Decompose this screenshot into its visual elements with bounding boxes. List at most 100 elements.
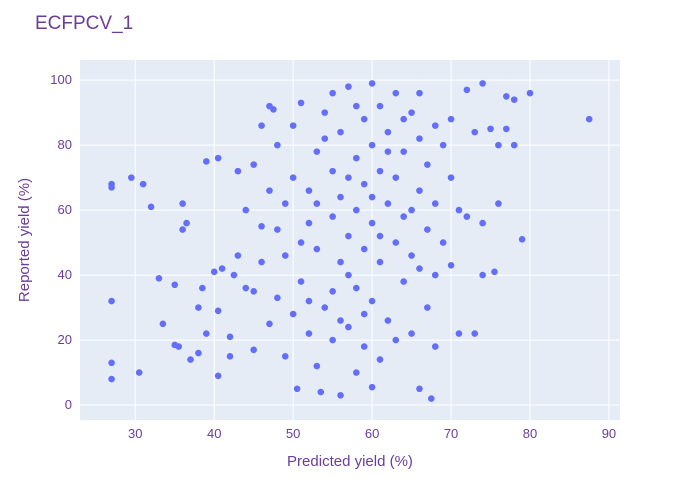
- point: [408, 109, 415, 116]
- point: [439, 141, 447, 149]
- point: [226, 353, 234, 360]
- point: [416, 265, 423, 272]
- point: [368, 297, 376, 305]
- point: [447, 262, 455, 269]
- point: [258, 258, 265, 266]
- point: [416, 135, 423, 142]
- point: [297, 239, 305, 246]
- point: [455, 206, 463, 214]
- point: [305, 187, 313, 194]
- point: [313, 200, 321, 207]
- x-tick-label: 50: [286, 426, 300, 441]
- point: [337, 392, 344, 399]
- point: [384, 200, 392, 207]
- point: [392, 336, 400, 344]
- point: [234, 252, 242, 259]
- point: [266, 187, 273, 194]
- point: [471, 128, 479, 136]
- x-tick-label: 90: [602, 426, 616, 441]
- point: [305, 330, 313, 337]
- x-tick-label: 40: [207, 426, 221, 441]
- point: [360, 180, 368, 188]
- point: [329, 167, 336, 175]
- x-axis-title: Predicted yield (%): [287, 453, 413, 470]
- point: [431, 343, 439, 350]
- point: [230, 271, 238, 279]
- point: [250, 346, 257, 354]
- point: [376, 167, 384, 175]
- point: [353, 154, 360, 162]
- point: [250, 161, 257, 168]
- point: [147, 203, 155, 211]
- point: [384, 148, 392, 155]
- point: [479, 80, 486, 87]
- point: [293, 385, 301, 393]
- y-tick-label: 100: [50, 72, 72, 87]
- labels: 30 40 50 60 70 80 90 0 20 40 60 80 100: [50, 72, 616, 441]
- chart-title: ECFPCV_1: [35, 13, 133, 34]
- point: [526, 89, 534, 97]
- point: [424, 226, 431, 233]
- point: [392, 89, 400, 97]
- point: [313, 148, 321, 155]
- point: [135, 369, 143, 376]
- point: [479, 271, 486, 279]
- point: [289, 122, 297, 129]
- point: [360, 115, 368, 123]
- point: [321, 109, 329, 116]
- point: [139, 180, 147, 188]
- point: [424, 161, 431, 168]
- point: [360, 245, 368, 253]
- x-tick-label: 30: [128, 426, 142, 441]
- point: [491, 268, 498, 276]
- point: [471, 330, 479, 337]
- point: [199, 284, 206, 292]
- point: [337, 128, 344, 136]
- point: [431, 271, 439, 279]
- point: [518, 236, 526, 243]
- point: [384, 317, 392, 324]
- point: [487, 125, 494, 133]
- point: [274, 226, 281, 233]
- point: [431, 122, 439, 129]
- point: [495, 200, 502, 207]
- point: [258, 122, 265, 129]
- point: [203, 158, 210, 165]
- point: [108, 184, 115, 191]
- point: [408, 330, 415, 337]
- point: [416, 89, 423, 97]
- point: [400, 213, 407, 220]
- point: [368, 193, 376, 201]
- point: [400, 115, 407, 123]
- plot-area: [80, 60, 620, 420]
- point: [329, 89, 336, 97]
- point: [234, 167, 242, 175]
- point: [258, 223, 265, 230]
- point: [447, 174, 455, 181]
- point: [392, 239, 400, 246]
- point: [510, 141, 518, 149]
- point: [210, 268, 218, 276]
- point: [305, 219, 313, 227]
- point: [368, 219, 376, 227]
- point: [321, 135, 329, 142]
- point: [195, 349, 202, 357]
- point: [266, 320, 273, 328]
- point: [503, 125, 510, 133]
- point: [329, 213, 336, 220]
- points: [108, 80, 593, 402]
- point: [353, 284, 360, 292]
- point: [479, 219, 486, 227]
- point: [360, 310, 368, 318]
- point: [242, 284, 250, 292]
- point: [368, 80, 376, 87]
- point: [463, 86, 471, 94]
- point: [242, 206, 250, 214]
- point: [431, 200, 439, 207]
- point: [214, 372, 222, 380]
- point: [337, 317, 344, 324]
- point: [428, 395, 435, 402]
- point: [289, 310, 297, 318]
- point: [214, 154, 222, 162]
